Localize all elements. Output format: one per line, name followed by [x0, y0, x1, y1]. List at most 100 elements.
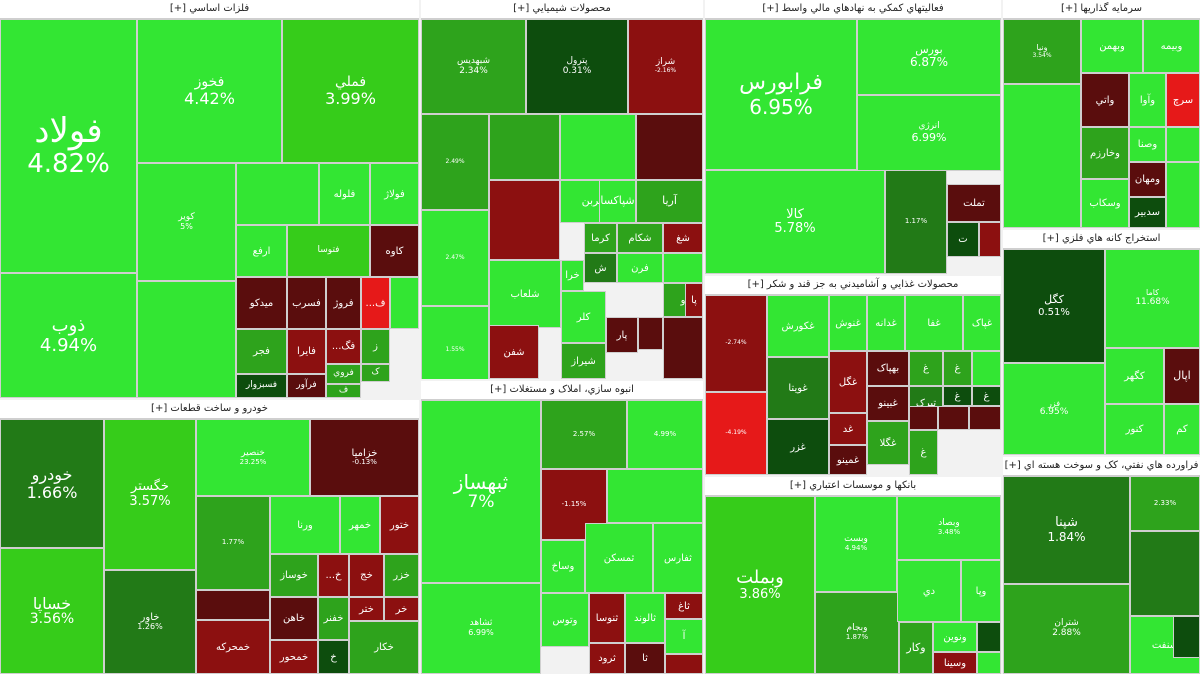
- stock-tile[interactable]: [196, 590, 270, 620]
- stock-tile[interactable]: پار: [606, 317, 638, 353]
- stock-tile[interactable]: خکار: [349, 621, 419, 674]
- stock-tile[interactable]: کویر 5%: [137, 163, 236, 281]
- stock-tile[interactable]: ثا: [625, 643, 665, 674]
- stock-tile[interactable]: غدانه: [867, 295, 905, 351]
- stock-tile[interactable]: ک: [361, 364, 390, 382]
- stock-tile[interactable]: [977, 622, 1001, 652]
- stock-tile[interactable]: غ: [943, 386, 972, 406]
- stock-tile[interactable]: خزاميا -0.13%: [310, 419, 419, 496]
- stock-tile[interactable]: ز: [361, 329, 390, 364]
- sector-header[interactable]: فلزات اساسي [+]: [0, 0, 419, 19]
- stock-tile[interactable]: [663, 253, 703, 283]
- stock-tile[interactable]: آ: [665, 619, 703, 654]
- stock-tile[interactable]: خفنر: [318, 597, 349, 640]
- stock-tile[interactable]: سدبير: [1129, 197, 1166, 228]
- stock-tile[interactable]: فروژ: [326, 277, 361, 329]
- stock-tile[interactable]: کلر: [561, 291, 606, 343]
- stock-tile[interactable]: فولاد 4.82%: [0, 19, 137, 273]
- stock-tile[interactable]: [489, 180, 560, 260]
- stock-tile[interactable]: وخارزم: [1081, 127, 1129, 179]
- stock-tile[interactable]: فملي 3.99%: [282, 19, 419, 163]
- sector-header[interactable]: محصولات غذايي و آشاميدني به جز قند و شکر…: [705, 276, 1001, 295]
- stock-tile[interactable]: ومهان: [1129, 162, 1166, 197]
- stock-tile[interactable]: [969, 406, 1001, 430]
- stock-tile[interactable]: تملت: [947, 184, 1001, 222]
- stock-tile[interactable]: ثمسکن: [585, 523, 653, 593]
- stock-tile[interactable]: شراز -2.16%: [628, 19, 703, 114]
- stock-tile[interactable]: خ...: [318, 554, 349, 597]
- stock-tile[interactable]: ثشاهد 6.99%: [421, 583, 541, 674]
- stock-tile[interactable]: فگ...: [326, 329, 361, 364]
- stock-tile[interactable]: خساپا 3.56%: [0, 548, 104, 674]
- stock-tile[interactable]: کنور: [1105, 404, 1164, 455]
- stock-tile[interactable]: [1130, 531, 1200, 616]
- stock-tile[interactable]: خزر: [384, 554, 419, 597]
- stock-tile[interactable]: خوساز: [270, 554, 318, 597]
- stock-tile[interactable]: [607, 469, 703, 523]
- stock-tile[interactable]: خر: [384, 597, 419, 621]
- stock-tile[interactable]: شپنا 1.84%: [1003, 476, 1130, 584]
- stock-tile[interactable]: ونوين: [933, 622, 977, 652]
- stock-tile[interactable]: شفن: [489, 325, 539, 379]
- stock-tile[interactable]: [1003, 84, 1081, 228]
- stock-tile[interactable]: -4.19%: [705, 392, 767, 475]
- stock-tile[interactable]: وکار: [899, 622, 933, 674]
- stock-tile[interactable]: [390, 277, 419, 329]
- stock-tile[interactable]: خ: [318, 640, 349, 674]
- stock-tile[interactable]: وسينا: [933, 652, 977, 674]
- stock-tile[interactable]: واتي: [1081, 73, 1129, 127]
- stock-tile[interactable]: غپاک: [963, 295, 1001, 351]
- stock-tile[interactable]: ختور: [380, 496, 419, 554]
- sector-header[interactable]: انبوه سازي، املاک و مستغلات [+]: [421, 381, 703, 400]
- stock-tile[interactable]: [636, 114, 703, 180]
- stock-tile[interactable]: شپاکسا: [599, 180, 636, 223]
- stock-tile[interactable]: خاور 1.26%: [104, 570, 196, 674]
- stock-tile[interactable]: فولاژ: [370, 163, 419, 225]
- stock-tile[interactable]: کم: [1164, 404, 1200, 455]
- stock-tile[interactable]: وساخ: [541, 540, 585, 593]
- stock-tile[interactable]: کالا 5.78%: [705, 170, 885, 274]
- stock-tile[interactable]: شتران 2.88%: [1003, 584, 1130, 674]
- stock-tile[interactable]: وبملت 3.86%: [705, 496, 815, 674]
- stock-tile[interactable]: 1.17%: [885, 170, 947, 274]
- stock-tile[interactable]: کگل 0.51%: [1003, 249, 1105, 363]
- stock-tile[interactable]: آريا: [636, 180, 703, 223]
- stock-tile[interactable]: [977, 652, 1001, 674]
- stock-tile[interactable]: [489, 114, 560, 180]
- stock-tile[interactable]: غفا: [905, 295, 963, 351]
- stock-tile[interactable]: غ: [972, 386, 1001, 406]
- stock-tile[interactable]: 2.47%: [421, 210, 489, 306]
- stock-tile[interactable]: [909, 406, 938, 430]
- stock-tile[interactable]: وپا: [961, 560, 1001, 622]
- stock-tile[interactable]: فرن: [617, 253, 663, 283]
- stock-tile[interactable]: فخوز 4.42%: [137, 19, 282, 163]
- stock-tile[interactable]: اپال: [1164, 348, 1200, 404]
- stock-tile[interactable]: پترول 0.31%: [526, 19, 628, 114]
- stock-tile[interactable]: فجر: [236, 329, 287, 374]
- stock-tile[interactable]: خگستر 3.57%: [104, 419, 196, 570]
- stock-tile[interactable]: [137, 281, 236, 398]
- stock-tile[interactable]: وبصاد 3.48%: [897, 496, 1001, 560]
- stock-tile[interactable]: بورس 6.87%: [857, 19, 1001, 95]
- stock-tile[interactable]: وبست 4.94%: [815, 496, 897, 592]
- stock-tile[interactable]: کاما 11.68%: [1105, 249, 1200, 348]
- stock-tile[interactable]: [236, 163, 319, 225]
- stock-tile[interactable]: کاوه: [370, 225, 419, 277]
- stock-tile[interactable]: خج: [349, 554, 384, 597]
- stock-tile[interactable]: خمحركه: [196, 620, 270, 674]
- stock-tile[interactable]: سرچ: [1166, 73, 1200, 127]
- stock-tile[interactable]: بهپاک: [867, 351, 909, 386]
- sector-header[interactable]: محصولات شيميايي [+]: [421, 0, 703, 19]
- sector-header[interactable]: سرمايه گذاريها [+]: [1003, 0, 1200, 19]
- stock-tile[interactable]: کرما: [584, 223, 617, 253]
- stock-tile[interactable]: [638, 317, 663, 350]
- stock-tile[interactable]: فرآور: [287, 374, 326, 398]
- stock-tile[interactable]: غکورش: [767, 295, 829, 357]
- sector-header[interactable]: فعاليتهاي کمکي به نهادهاي مالي واسط [+]: [705, 0, 1001, 19]
- stock-tile[interactable]: ثبهساز 7%: [421, 400, 541, 583]
- stock-tile[interactable]: وبهمن: [1081, 19, 1143, 73]
- stock-tile[interactable]: غويتا: [767, 357, 829, 419]
- stock-tile[interactable]: ثاغ: [665, 593, 703, 619]
- stock-tile[interactable]: غد: [829, 413, 867, 445]
- stock-tile[interactable]: خودرو 1.66%: [0, 419, 104, 548]
